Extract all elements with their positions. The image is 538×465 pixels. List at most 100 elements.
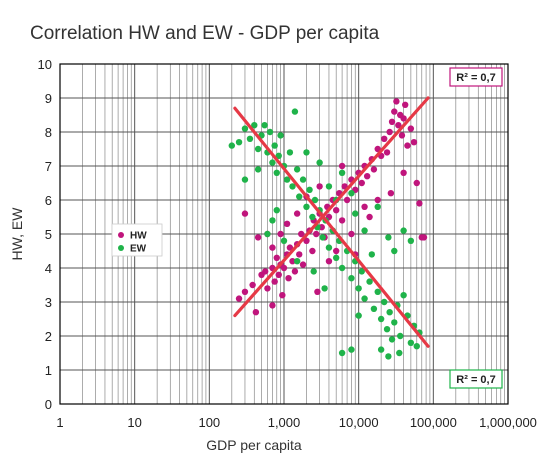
data-point-ew [391,319,398,326]
data-point-hw [332,247,340,255]
data-point-ew [388,336,396,343]
data-point-ew [306,186,313,193]
data-point-hw [391,108,398,115]
legend-marker-ew [118,245,124,251]
trend-lines [233,96,430,348]
data-point-ew [309,213,316,221]
y-tick-label: 9 [45,91,52,106]
data-point-hw [338,162,346,170]
data-point-ew [289,183,296,190]
y-tick-label: 8 [45,125,52,140]
data-point-ew [293,258,301,265]
chart-title: Correlation HW and EW - GDP per capita [30,23,380,44]
data-point-ew [397,332,404,340]
data-point-hw [407,125,415,132]
data-point-ew [311,196,319,204]
data-point-hw [361,203,368,210]
x-tick-label: 100,000 [410,415,457,430]
data-point-ew [361,295,368,302]
data-point-ew [283,176,291,183]
x-tick-label: 1,000 [268,415,301,430]
data-point-ew [407,339,415,346]
trendline-ew [233,106,430,348]
data-point-ew [391,247,398,255]
data-point-hw [289,258,296,265]
data-point-hw [358,179,365,187]
data-point-hw [400,169,407,176]
data-point-hw [400,115,407,122]
data-point-ew [370,305,378,312]
data-point-ew [321,285,328,292]
data-point-ew [303,203,310,210]
data-point-hw [402,101,409,109]
r2-label-ew: R² = 0,7 [456,374,495,386]
data-point-hw [235,295,243,302]
data-point-ew [273,207,280,214]
y-tick-label: 5 [45,227,52,242]
data-point-hw [343,196,351,204]
data-point-ew [355,312,362,319]
data-point-ew [385,353,392,360]
data-point-ew [374,203,381,210]
data-point-hw [410,139,418,146]
data-point-hw [413,179,420,187]
data-point-hw [363,173,371,180]
data-point-ew [348,346,355,353]
data-point-ew [386,309,393,316]
data-point-hw [338,217,346,224]
data-point-hw [285,275,292,282]
data-point-ew [296,193,303,200]
data-point-hw [393,98,400,105]
data-point-ew [277,132,284,139]
x-axis-ticks: 1 10 100 1,000 10,000 100,000 1,000,000 [56,415,537,430]
data-point-hw [387,190,395,197]
data-point-hw [291,268,299,275]
data-point-ew [325,244,333,251]
chart-points [228,98,428,360]
data-point-ew [261,122,268,129]
data-point-ew [286,149,294,156]
data-point-hw [252,309,260,316]
data-point-hw [314,288,321,295]
data-point-ew [348,275,355,282]
data-point-ew [241,176,249,183]
legend-label-ew: EW [130,244,147,255]
data-point-ew [400,292,407,299]
y-tick-label: 10 [38,57,52,72]
data-point-ew [235,139,243,146]
data-point-hw [296,251,303,258]
data-point-ew [385,234,392,241]
data-point-hw [254,234,262,241]
data-point-ew [251,122,258,129]
data-point-ew [266,128,274,136]
data-point-hw [261,268,269,275]
y-axis-ticks: 0 1 2 3 4 5 6 7 8 9 10 [38,57,52,412]
data-point-hw [383,149,391,156]
data-point-hw [313,230,320,238]
data-point-ew [241,125,249,132]
data-point-ew [254,166,262,173]
x-tick-label: 1 [56,415,63,430]
data-point-hw [269,244,276,251]
legend-label-hw: HW [130,231,147,242]
y-axis-label: HW, EW [9,207,25,261]
data-point-ew [269,159,276,166]
data-point-hw [316,183,323,190]
data-point-hw [277,230,284,238]
data-point-ew [310,268,317,275]
data-point-ew [325,183,333,190]
data-point-ew [377,346,385,353]
plot-frame [59,63,509,405]
chart-legend: HW EW [111,223,163,257]
data-point-hw [348,230,355,238]
data-point-hw [299,261,307,268]
data-point-ew [293,166,301,173]
x-tick-label: 10,000 [339,415,379,430]
data-point-ew [338,169,346,176]
data-point-ew [246,135,254,142]
data-point-hw [404,142,411,149]
data-point-hw [309,247,316,255]
data-point-ew [383,326,391,333]
data-point-ew [275,152,282,159]
r2-box-ew [449,369,503,389]
